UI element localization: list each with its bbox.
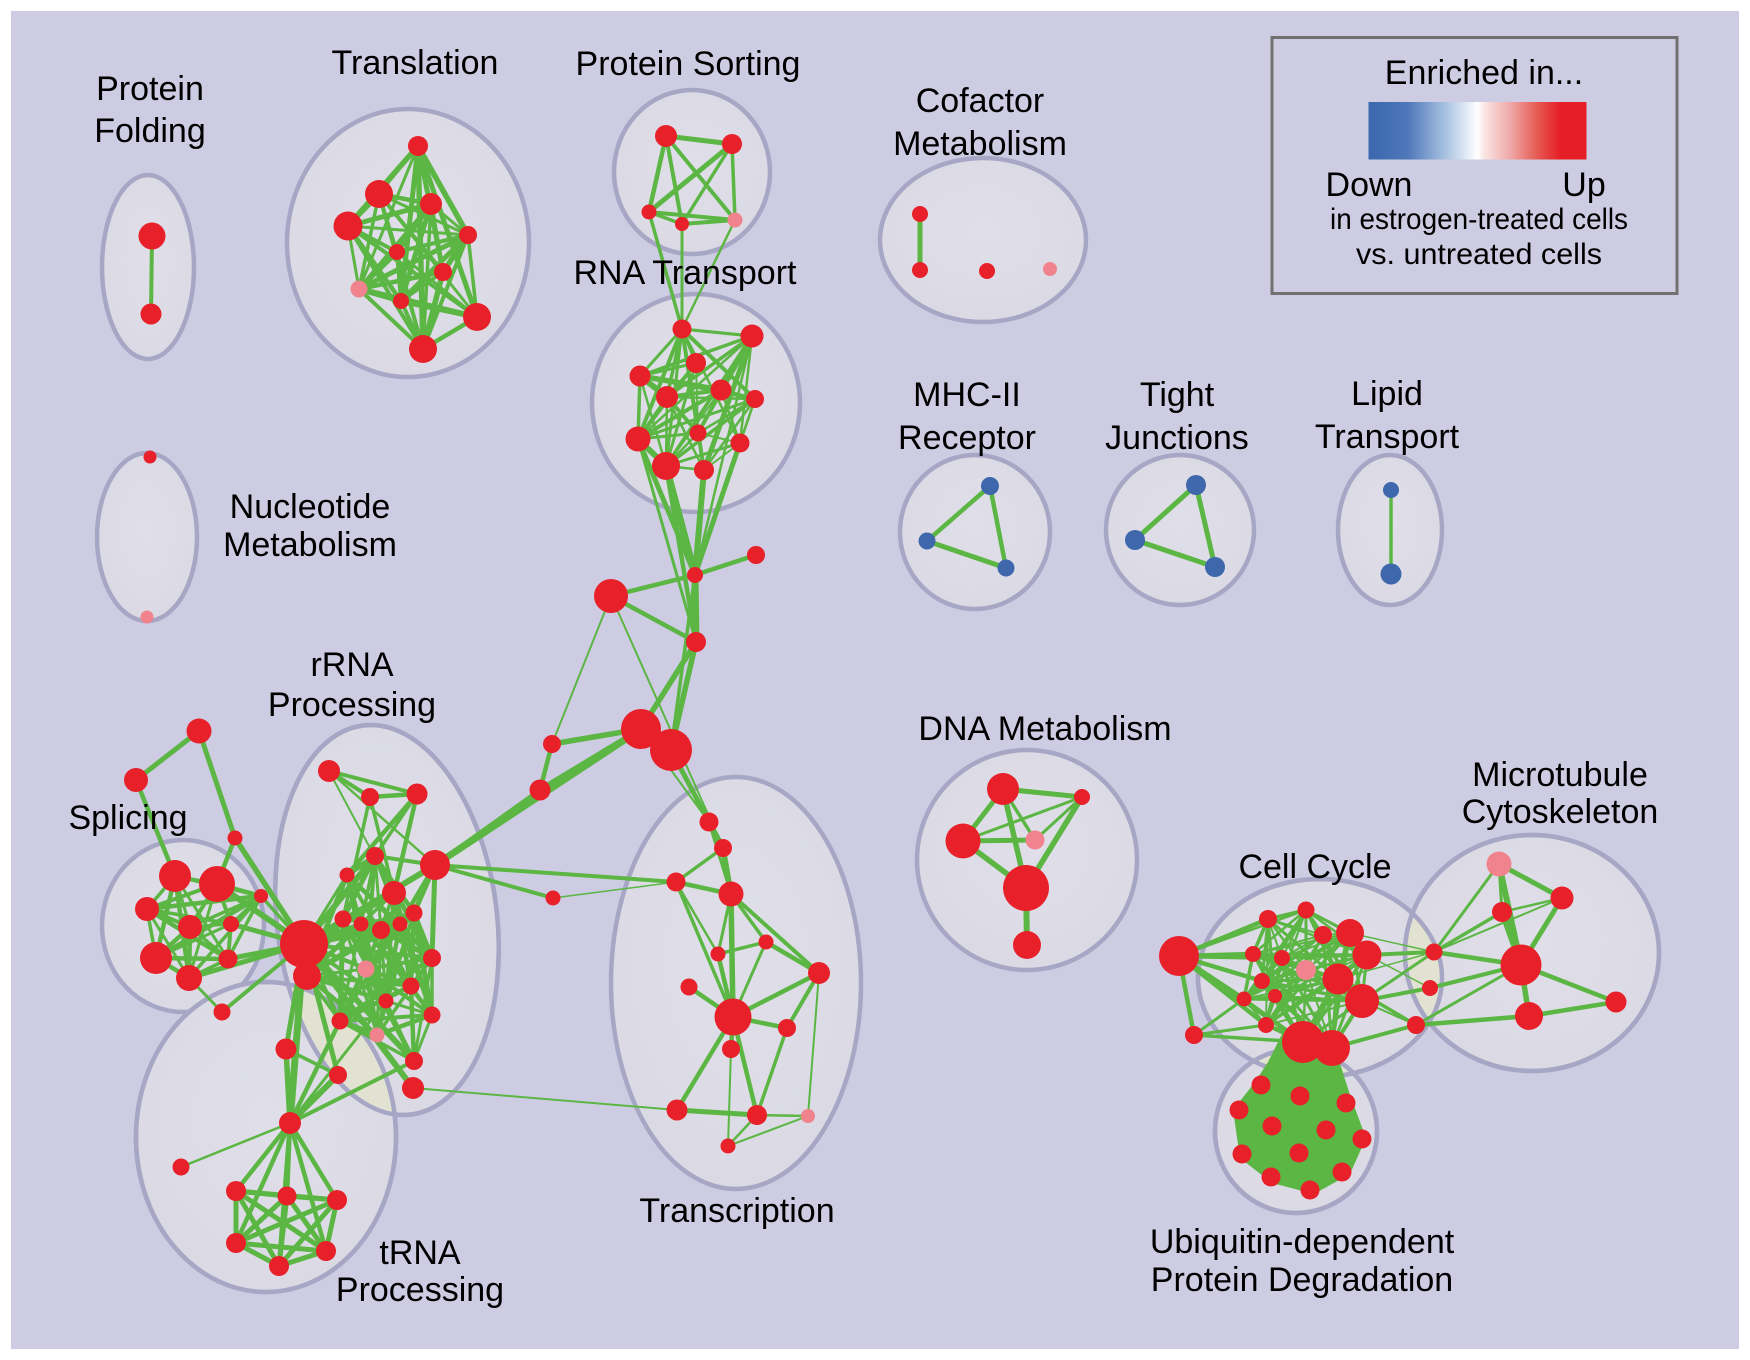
svg-text:Junctions: Junctions <box>1105 419 1249 457</box>
svg-text:vs. untreated cells: vs. untreated cells <box>1356 238 1602 271</box>
svg-text:Cytoskeleton: Cytoskeleton <box>1462 793 1659 831</box>
svg-text:Receptor: Receptor <box>898 419 1036 457</box>
svg-text:RNA Transport: RNA Transport <box>574 254 798 292</box>
svg-text:Nucleotide: Nucleotide <box>230 488 391 526</box>
svg-text:Up: Up <box>1562 166 1605 204</box>
svg-text:Protein Degradation: Protein Degradation <box>1151 1261 1453 1299</box>
svg-text:Cell Cycle: Cell Cycle <box>1238 848 1391 886</box>
svg-text:Tight: Tight <box>1140 376 1215 414</box>
svg-text:Down: Down <box>1326 166 1413 204</box>
svg-text:Protein: Protein <box>96 70 204 108</box>
svg-text:Cofactor: Cofactor <box>916 82 1045 120</box>
svg-text:Metabolism: Metabolism <box>223 526 397 564</box>
svg-text:Enriched in...: Enriched in... <box>1385 54 1583 92</box>
svg-text:in estrogen-treated cells: in estrogen-treated cells <box>1330 203 1628 236</box>
svg-text:Processing: Processing <box>336 1271 504 1309</box>
svg-text:Ubiquitin-dependent: Ubiquitin-dependent <box>1150 1223 1455 1261</box>
svg-text:Splicing: Splicing <box>68 799 187 837</box>
svg-text:Processing: Processing <box>268 686 436 724</box>
svg-text:Translation: Translation <box>332 44 499 82</box>
svg-text:rRNA: rRNA <box>310 646 393 684</box>
svg-text:Transport: Transport <box>1315 418 1460 456</box>
svg-text:Microtubule: Microtubule <box>1472 756 1648 794</box>
svg-text:MHC-II: MHC-II <box>913 376 1021 414</box>
svg-text:Protein Sorting: Protein Sorting <box>576 45 801 83</box>
svg-text:Lipid: Lipid <box>1351 375 1423 413</box>
svg-text:tRNA: tRNA <box>379 1234 461 1272</box>
svg-text:Folding: Folding <box>94 112 206 150</box>
svg-text:Transcription: Transcription <box>639 1192 834 1230</box>
svg-text:DNA Metabolism: DNA Metabolism <box>918 710 1171 748</box>
svg-text:Metabolism: Metabolism <box>893 125 1067 163</box>
